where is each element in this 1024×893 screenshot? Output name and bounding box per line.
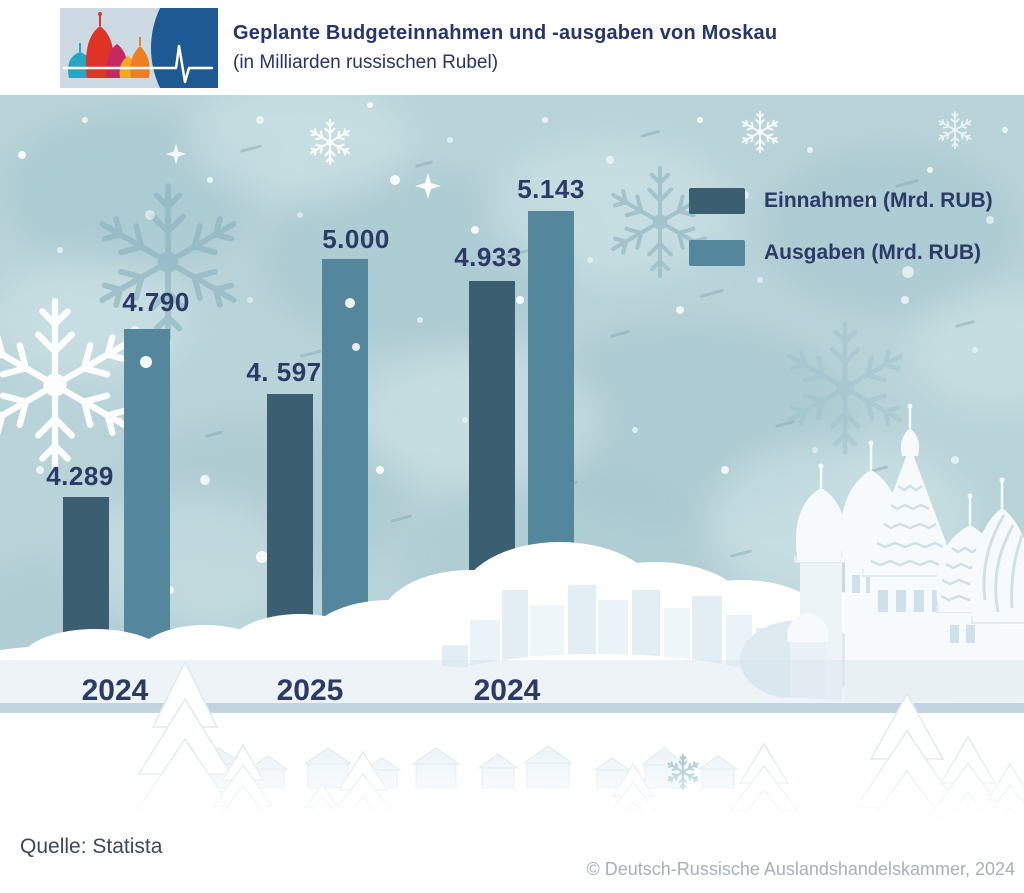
- value-label: 4.933: [454, 242, 522, 272]
- legend-label: Ausgaben (Mrd. RUB): [764, 241, 981, 264]
- falling-snow-front: [140, 296, 524, 368]
- category-label-2024: 2024: [81, 674, 149, 707]
- bar-einnahmen-2: [267, 393, 313, 658]
- legend: Einnahmen (Mrd. RUB) Ausgaben (Mrd. RUB): [689, 188, 993, 292]
- value-label: 5.000: [322, 224, 390, 254]
- value-label: 5.143: [517, 174, 585, 204]
- footer-fade: [0, 753, 1024, 893]
- legend-item-einnahmen: Einnahmen (Mrd. RUB): [689, 188, 993, 214]
- legend-label: Einnahmen (Mrd. RUB): [764, 189, 993, 212]
- category-label-2025: 2025: [276, 674, 344, 707]
- einnahmen-swatch: [689, 188, 745, 214]
- road-band: [0, 703, 1024, 713]
- category-label-2026: 2024: [473, 674, 541, 707]
- bar-ausgaben-2: [322, 258, 368, 658]
- header: Geplante Budgeteinnahmen und -ausgaben v…: [0, 0, 1024, 95]
- source-note: Quelle: Statista: [20, 835, 163, 858]
- value-label: 4. 597: [246, 357, 322, 387]
- ahk-logo: [60, 8, 218, 88]
- pulse-line-icon: [62, 44, 214, 84]
- page-title: Geplante Budgeteinnahmen und -ausgaben v…: [233, 22, 778, 44]
- ausgaben-swatch: [689, 240, 745, 266]
- legend-item-ausgaben: Ausgaben (Mrd. RUB): [689, 240, 993, 266]
- bar-ausgaben-1: [124, 329, 170, 658]
- value-label: 4.790: [122, 287, 190, 317]
- page-subtitle: (in Milliarden russischen Rubel): [233, 52, 499, 73]
- value-label: 4.289: [46, 461, 114, 491]
- copyright-note: © Deutsch-Russische Auslandshandelskamme…: [586, 859, 1015, 879]
